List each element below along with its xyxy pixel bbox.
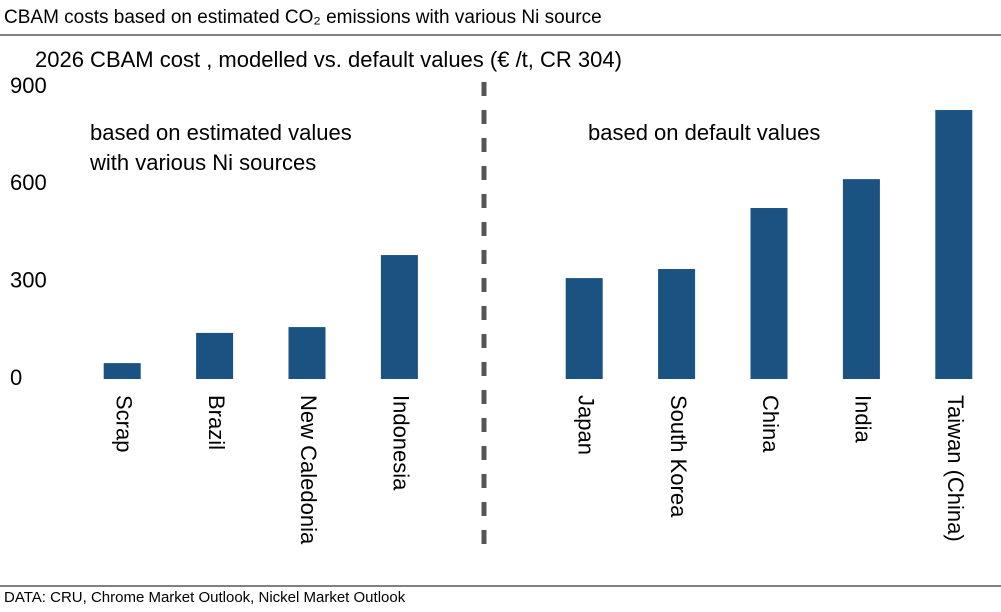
chart-title: CBAM costs based on estimated CO₂ emissi… <box>4 7 602 28</box>
chart-subtitle: 2026 CBAM cost , modelled vs. default va… <box>35 47 622 72</box>
annotation: with various Ni sources <box>89 150 316 175</box>
source-note: DATA: CRU, Chrome Market Outlook, Nickel… <box>4 589 406 606</box>
x-tick-label: Taiwan (China) <box>943 395 968 542</box>
bar <box>103 363 141 379</box>
bar <box>935 110 973 379</box>
y-tick-label: 0 <box>10 365 22 390</box>
bar <box>196 332 234 379</box>
bar <box>658 269 696 379</box>
x-tick-label: South Korea <box>666 395 691 518</box>
x-tick-label: New Caledonia <box>296 395 321 545</box>
bar <box>750 208 788 379</box>
bar <box>565 278 603 379</box>
x-tick-label: Scrap <box>111 395 136 452</box>
x-tick-label: Japan <box>573 395 598 455</box>
y-tick-label: 300 <box>10 267 47 292</box>
y-tick-label: 900 <box>10 73 47 98</box>
bar <box>380 255 418 379</box>
annotation: based on estimated values <box>90 120 352 145</box>
bar <box>842 179 880 379</box>
x-tick-label: Brazil <box>204 395 229 450</box>
x-tick-label: Indonesia <box>389 395 414 491</box>
annotation: based on default values <box>588 120 820 145</box>
x-tick-label: China <box>758 395 783 453</box>
bar <box>288 327 326 379</box>
x-tick-label: India <box>851 395 876 443</box>
y-tick-label: 600 <box>10 170 47 195</box>
